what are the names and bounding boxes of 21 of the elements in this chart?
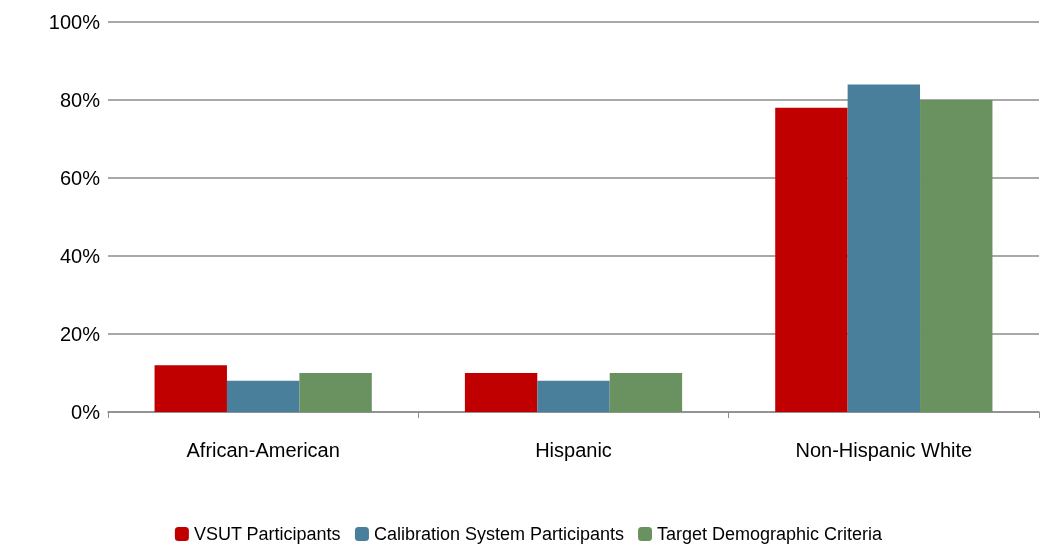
legend-label: Calibration System Participants xyxy=(373,524,625,544)
bar xyxy=(920,100,993,412)
y-tick-label: 40% xyxy=(59,245,101,267)
bar xyxy=(226,380,300,412)
bar xyxy=(154,365,227,412)
y-tick-label: 60% xyxy=(59,167,101,189)
bar xyxy=(609,373,683,412)
y-tick-label: 0% xyxy=(71,401,101,423)
bar xyxy=(537,380,610,412)
x-tick-label: African-American xyxy=(186,439,340,461)
x-tick-label: Hispanic xyxy=(535,439,612,461)
y-tick-label: 80% xyxy=(59,89,101,111)
bar xyxy=(775,107,848,412)
bar xyxy=(299,373,372,412)
bar xyxy=(464,373,538,412)
y-tick-label: 100% xyxy=(48,11,101,33)
legend-label: VSUT Participants xyxy=(193,524,341,544)
x-tick-label: Non-Hispanic White xyxy=(795,439,973,461)
legend-label: Target Demographic Criteria xyxy=(657,524,884,544)
bar xyxy=(847,84,921,412)
y-tick-label: 20% xyxy=(59,323,101,345)
